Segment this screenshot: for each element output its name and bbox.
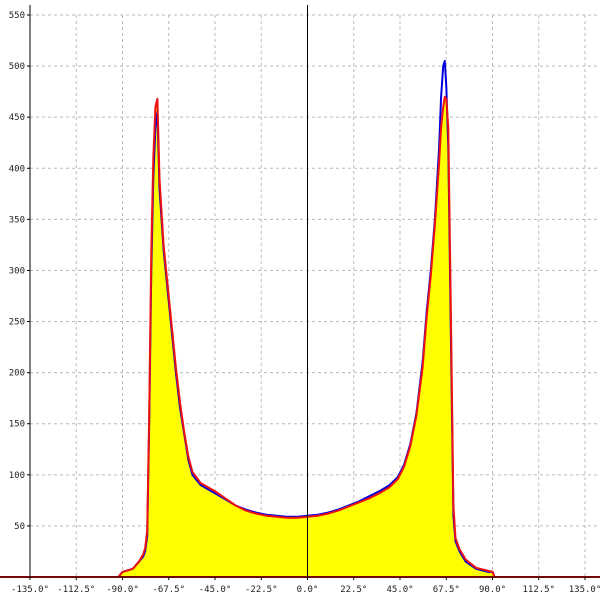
x-tick-label: 67.5° [433,585,460,595]
y-tick-label: 200 [9,369,25,379]
x-tick-label: -22.5° [245,585,278,595]
x-tick-label: 112.5° [522,585,555,595]
x-tick-label: 135.0° [569,585,600,595]
y-tick-label: 400 [9,164,25,174]
x-tick-label: 90.0° [479,585,506,595]
y-tick-label: 300 [9,266,25,276]
y-tick-label: 450 [9,113,25,123]
x-tick-label: -67.5° [152,585,185,595]
x-tick-label: -90.0° [106,585,139,595]
x-tick-label: -135.0° [11,585,49,595]
series-lines-layer [0,60,600,578]
area-fill-layer [30,96,585,577]
y-tick-label: 350 [9,215,25,225]
x-tick-label: -45.0° [199,585,232,595]
y-tick-label: 500 [9,62,25,72]
axes [0,5,600,580]
x-tick-label: -112.5° [57,585,95,595]
y-tick-label: 550 [9,11,25,21]
x-tick-label: 22.5° [340,585,367,595]
y-tick-label: 250 [9,318,25,328]
x-tick-label: 0.0° [297,585,319,595]
area-fill [30,96,585,577]
y-tick-label: 100 [9,471,25,481]
y-tick-label: 50 [14,522,25,532]
y-tick-label: 150 [9,420,25,430]
grid-lines [30,14,600,577]
x-tick-label: 45.0° [386,585,413,595]
